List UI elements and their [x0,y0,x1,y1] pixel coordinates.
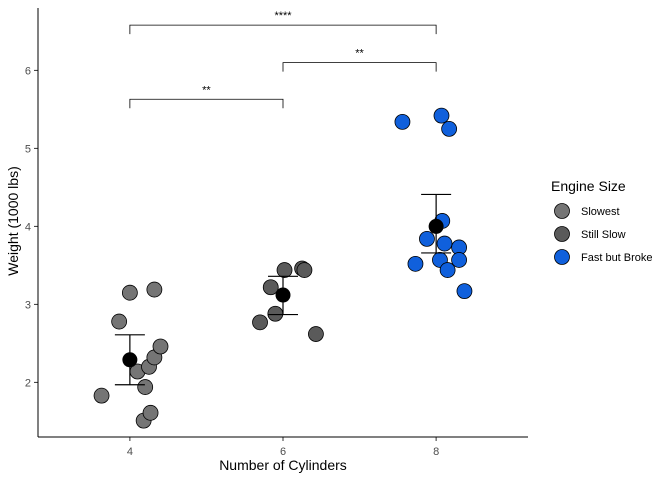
data-point [262,279,279,296]
significance-label: ** [202,84,211,96]
legend: Engine Size Slowest Still Slow Fast but Br… [551,178,653,265]
data-point [456,283,473,300]
mean-error-bars [114,193,452,386]
data-point [436,235,453,252]
data-point [111,313,128,330]
data-point [419,230,435,247]
data-point [439,262,456,278]
data-point [146,281,163,298]
data-point [451,252,467,268]
x-axis-ticks: 4 6 8 [127,437,439,458]
data-point [252,314,268,331]
y-tick-label: 6 [25,65,31,77]
legend-title: Engine Size [551,178,626,194]
data-point [308,326,324,342]
mean-point [275,287,291,303]
data-point [152,338,169,355]
significance-brackets: ******** [129,10,437,109]
significance-label: ** [355,48,364,60]
mean-point [122,352,138,368]
significance-bracket [129,24,437,35]
data-point [394,113,411,130]
data-point [276,262,293,278]
x-tick-label: 8 [433,446,439,458]
y-tick-label: 5 [25,143,31,155]
x-axis-title: Number of Cylinders [219,457,347,473]
data-point [441,120,458,137]
legend-label: Slowest [581,206,620,218]
data-point [93,387,110,404]
y-tick-label: 4 [25,221,31,233]
mean-point [428,218,444,234]
legend-key [554,226,570,242]
y-tick-label: 3 [25,299,31,311]
legend-label: Still Slow [581,229,626,241]
data-point [142,404,159,421]
data-point [137,379,154,395]
legend-label: Fast but Broke [581,252,653,264]
axes [37,8,528,438]
data-point [267,305,284,322]
data-point [121,284,138,301]
significance-bracket [129,98,284,109]
data-point [433,107,450,124]
y-axis-title: Weight (1000 lbs) [5,166,21,275]
data-point [296,262,313,278]
legend-key [554,249,570,265]
significance-bracket [282,62,437,72]
y-axis-ticks: 2 3 4 5 6 [25,65,38,389]
data-points [93,107,473,429]
legend-key [554,203,570,219]
x-tick-label: 6 [280,446,286,458]
y-tick-label: 2 [25,377,31,389]
data-point [407,255,424,272]
significance-label: **** [274,10,292,22]
x-tick-label: 4 [127,446,133,458]
